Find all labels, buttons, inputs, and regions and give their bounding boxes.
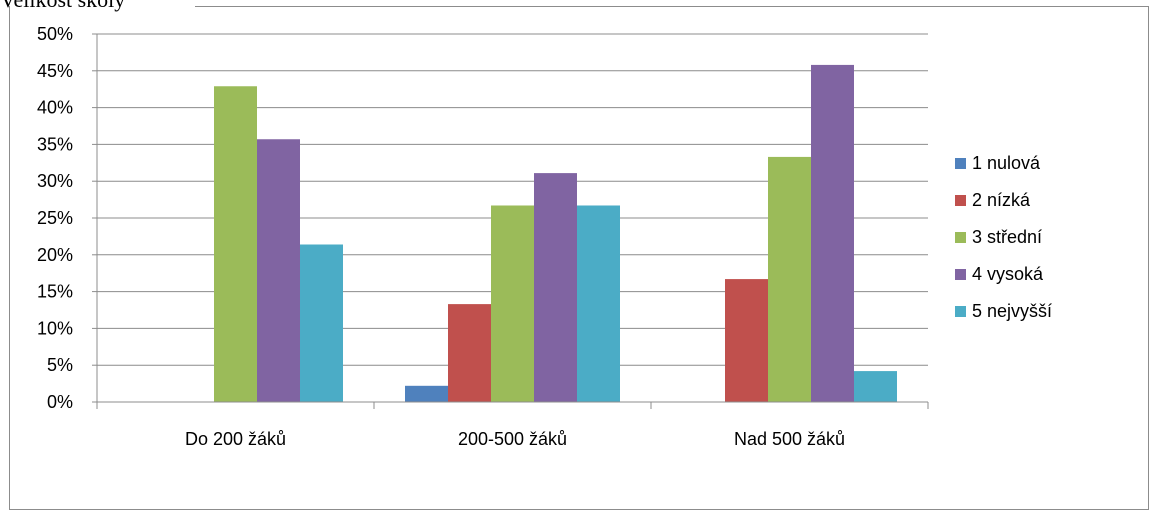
y-tick-label: 5% bbox=[47, 355, 73, 375]
chart-frame bbox=[9, 6, 1149, 510]
chart-frame-top-border bbox=[195, 6, 1149, 7]
y-tick-label: 45% bbox=[37, 61, 73, 81]
legend-label: 1 nulová bbox=[972, 153, 1041, 173]
page-title: Velikost školy bbox=[0, 0, 125, 13]
legend-swatch bbox=[955, 306, 966, 317]
legend-swatch bbox=[955, 158, 966, 169]
y-tick-label: 20% bbox=[37, 245, 73, 265]
y-tick-label: 30% bbox=[37, 171, 73, 191]
legend-swatch bbox=[955, 195, 966, 206]
x-tick-label: 200-500 žáků bbox=[458, 429, 567, 449]
x-axis: Do 200 žáků 200-500 žáků Nad 500 žáků bbox=[96, 401, 929, 449]
legend-label: 3 střední bbox=[972, 227, 1042, 247]
bar bbox=[214, 86, 257, 403]
bar bbox=[811, 64, 854, 403]
legend-swatch bbox=[955, 269, 966, 280]
bar bbox=[725, 279, 768, 402]
y-tick-label: 25% bbox=[37, 208, 73, 228]
x-tick-label: Do 200 žáků bbox=[185, 429, 286, 449]
y-tick-label: 15% bbox=[37, 282, 73, 302]
y-tick-label: 50% bbox=[37, 24, 73, 44]
y-tick-label: 10% bbox=[37, 318, 73, 338]
y-tick-label: 0% bbox=[47, 392, 73, 412]
bar bbox=[405, 385, 448, 402]
bar bbox=[577, 205, 620, 402]
legend-swatch bbox=[955, 232, 966, 243]
bar bbox=[491, 205, 534, 402]
legend-label: 4 vysoká bbox=[972, 264, 1044, 284]
bar bbox=[300, 244, 343, 402]
x-tick-label: Nad 500 žáků bbox=[734, 429, 845, 449]
bar bbox=[768, 156, 811, 402]
legend: 1 nulová 2 nízká 3 střední 4 vysoká 5 nejvyš… bbox=[955, 153, 1052, 321]
y-tick-label: 35% bbox=[37, 134, 73, 154]
y-tick-label: 40% bbox=[37, 98, 73, 118]
bar bbox=[448, 304, 491, 402]
bar bbox=[854, 371, 897, 402]
bar bbox=[534, 173, 577, 402]
bar bbox=[257, 139, 300, 403]
legend-label: 5 nejvyšší bbox=[972, 301, 1052, 321]
y-axis: 0% 5% 10% 15% 20% 25% 30% 35% 40% 45% 50% bbox=[37, 24, 98, 412]
bars bbox=[214, 64, 897, 403]
legend-label: 2 nízká bbox=[972, 190, 1031, 210]
